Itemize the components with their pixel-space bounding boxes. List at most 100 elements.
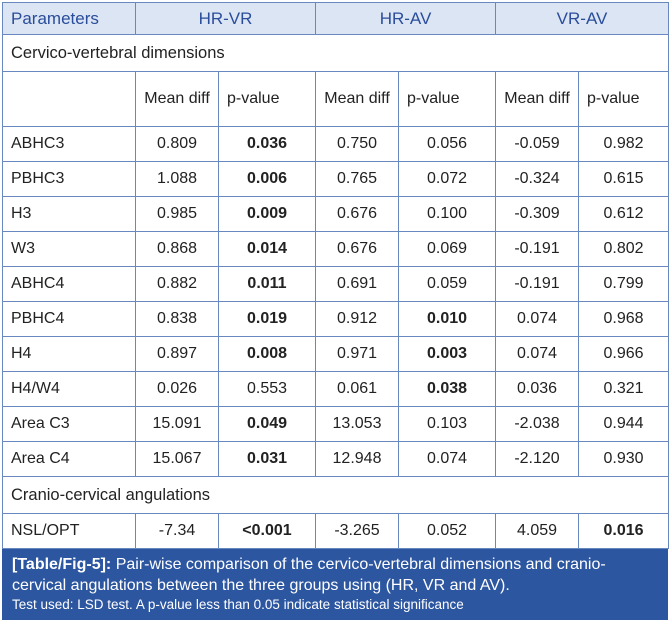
value-cell: 0.014	[218, 231, 316, 267]
value-cell: -0.191	[495, 231, 580, 267]
value-cell: 0.049	[218, 406, 316, 442]
caption-note: Test used: LSD test. A p-value less than…	[12, 597, 464, 612]
value-cell: 0.010	[397, 301, 497, 337]
subheader-cell: Mean diff	[135, 71, 219, 127]
value-cell: -7.34	[135, 513, 219, 549]
subheader-cell: p-value	[397, 71, 497, 127]
value-cell: 4.059	[495, 513, 580, 549]
header-row: Parameters HR-VR HR-AV VR-AV	[2, 2, 670, 35]
value-cell: 0.008	[218, 336, 316, 372]
value-cell: 0.553	[218, 371, 316, 407]
table-row: NSL/OPT -7.34 <0.001 -3.265 0.052 4.059 0.016	[2, 513, 670, 549]
table-row: H4 0.897 0.008 0.971 0.003 0.074 0.966	[2, 336, 670, 372]
value-cell: 0.321	[578, 371, 670, 407]
subheader-cell: Mean diff	[495, 71, 580, 127]
value-cell: 0.897	[135, 336, 219, 372]
value-cell: 0.103	[397, 406, 497, 442]
value-cell: 0.615	[578, 161, 670, 197]
value-cell: 0.036	[218, 126, 316, 162]
value-cell: 0.074	[495, 336, 580, 372]
value-cell: 15.091	[135, 406, 219, 442]
table-row: PBHC3 1.088 0.006 0.765 0.072 -0.324 0.615	[2, 161, 670, 197]
value-cell: 0.074	[397, 441, 497, 477]
parameter-name: Area C4	[2, 441, 136, 477]
value-cell: 0.016	[578, 513, 670, 549]
value-cell: 0.912	[315, 301, 399, 337]
value-cell: 0.100	[397, 196, 497, 232]
value-cell: -0.191	[495, 266, 580, 302]
value-cell: 0.059	[397, 266, 497, 302]
value-cell: 0.019	[218, 301, 316, 337]
value-cell: -3.265	[315, 513, 399, 549]
value-cell: 0.944	[578, 406, 670, 442]
caption: [Table/Fig-5]: Pair-wise comparison of t…	[2, 549, 668, 620]
value-cell: 12.948	[315, 441, 399, 477]
subheader-row: Mean diff p-value Mean diff p-value Mean dif…	[2, 71, 670, 127]
empty-cell	[2, 71, 136, 127]
value-cell: 0.985	[135, 196, 219, 232]
table-row: PBHC4 0.838 0.019 0.912 0.010 0.074 0.968	[2, 301, 670, 337]
value-cell: 0.982	[578, 126, 670, 162]
parameter-name: ABHC3	[2, 126, 136, 162]
parameter-name: Area C3	[2, 406, 136, 442]
section-row: Cervico-vertebral dimensions	[1, 34, 670, 72]
value-cell: 0.930	[578, 441, 670, 477]
value-cell: 0.750	[315, 126, 399, 162]
value-cell: -0.059	[495, 126, 580, 162]
subheader-cell: Mean diff	[315, 71, 399, 127]
value-cell: 0.676	[315, 231, 399, 267]
value-cell: 0.036	[495, 371, 580, 407]
group-header: VR-AV	[495, 2, 670, 35]
value-cell: 0.074	[495, 301, 580, 337]
value-cell: 0.072	[397, 161, 497, 197]
parameter-name: NSL/OPT	[2, 513, 136, 549]
parameter-name: H3	[2, 196, 136, 232]
value-cell: 0.966	[578, 336, 670, 372]
value-cell: 0.838	[135, 301, 219, 337]
table-row: W3 0.868 0.014 0.676 0.069 -0.191 0.802	[2, 231, 670, 267]
value-cell: 0.868	[135, 231, 219, 267]
value-cell: 13.053	[315, 406, 399, 442]
table-row: ABHC3 0.809 0.036 0.750 0.056 -0.059 0.982	[2, 126, 670, 162]
group-header: HR-VR	[135, 2, 316, 35]
value-cell: 0.061	[315, 371, 399, 407]
value-cell: 0.006	[218, 161, 316, 197]
value-cell: -0.309	[495, 196, 580, 232]
table-row: H4/W4 0.026 0.553 0.061 0.038 0.036 0.321	[2, 371, 670, 407]
value-cell: <0.001	[218, 513, 316, 549]
caption-text: Pair-wise comparison of the cervico-vert…	[12, 556, 606, 594]
section-title: Cervico-vertebral dimensions	[1, 34, 670, 72]
value-cell: 0.799	[578, 266, 670, 302]
parameter-name: PBHC4	[2, 301, 136, 337]
section-row: Cranio-cervical angulations	[1, 476, 670, 514]
value-cell: 0.069	[397, 231, 497, 267]
value-cell: 0.676	[315, 196, 399, 232]
parameter-name: H4/W4	[2, 371, 136, 407]
table-row: ABHC4 0.882 0.011 0.691 0.059 -0.191 0.799	[2, 266, 670, 302]
value-cell: 0.031	[218, 441, 316, 477]
value-cell: 0.765	[315, 161, 399, 197]
value-cell: 0.003	[397, 336, 497, 372]
group-header: HR-AV	[314, 2, 497, 35]
value-cell: 0.691	[315, 266, 399, 302]
parameters-header: Parameters	[2, 2, 136, 35]
value-cell: 0.038	[397, 371, 497, 407]
value-cell: 0.968	[578, 301, 670, 337]
value-cell: 0.802	[578, 231, 670, 267]
parameter-name: PBHC3	[2, 161, 136, 197]
table-row: H3 0.985 0.009 0.676 0.100 -0.309 0.612	[2, 196, 670, 232]
value-cell: 0.809	[135, 126, 219, 162]
table-row: Area C3 15.091 0.049 13.053 0.103 -2.038 0.944	[2, 406, 670, 442]
value-cell: -0.324	[495, 161, 580, 197]
value-cell: 0.052	[397, 513, 497, 549]
comparison-table: Parameters HR-VR HR-AV VR-AV Cervico-ver…	[1, 2, 670, 549]
value-cell: 0.026	[135, 371, 219, 407]
value-cell: 0.612	[578, 196, 670, 232]
value-cell: 0.056	[397, 126, 497, 162]
subheader-cell: p-value	[218, 71, 316, 127]
value-cell: 0.011	[218, 266, 316, 302]
value-cell: 1.088	[135, 161, 219, 197]
section-title: Cranio-cervical angulations	[1, 476, 670, 514]
value-cell: 0.971	[315, 336, 399, 372]
